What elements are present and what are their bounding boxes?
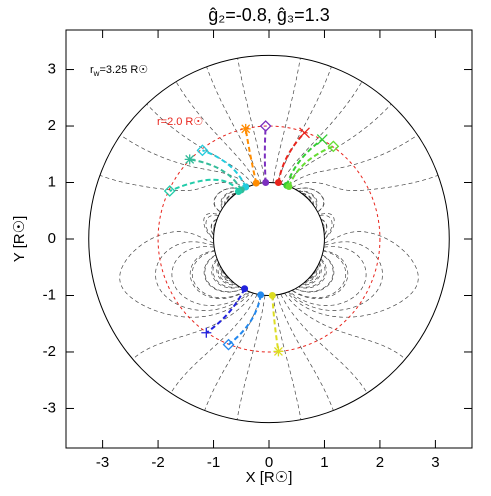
footpoint: [235, 188, 242, 195]
track-end: [185, 154, 195, 164]
reference-label: r=2.0 R☉: [157, 116, 203, 128]
footpoint: [241, 285, 248, 292]
y-tick-label: 0: [48, 230, 56, 247]
track-line: [246, 129, 257, 183]
sun: [214, 183, 325, 296]
chart-title: ĝ₂=-0.8, ĝ₃=1.3: [208, 5, 329, 25]
x-tick-label: 3: [431, 454, 439, 471]
footpoint: [253, 180, 260, 187]
field-line: [285, 104, 391, 184]
x-tick-label: -3: [96, 454, 109, 471]
field-line: [277, 67, 332, 183]
field-line: [171, 294, 257, 393]
y-tick-label: 2: [48, 117, 56, 134]
plot-marks: r=2.0 R☉ rw=3.25 R☉: [89, 55, 450, 422]
footpoint: [285, 183, 292, 190]
track-line: [229, 295, 261, 345]
y-tick-label: -1: [43, 286, 56, 303]
footpoint: [262, 179, 269, 186]
x-tick-label: -2: [151, 454, 164, 471]
track-end: [273, 346, 283, 356]
label-part: =3.25 R☉: [99, 64, 148, 76]
field-line: [281, 294, 367, 393]
x-tick-label: -1: [207, 454, 220, 471]
track-end: [241, 124, 251, 134]
x-axis-label: X [R☉]: [246, 469, 293, 486]
field-line: [281, 82, 362, 184]
y-tick-label: -3: [43, 399, 56, 416]
x-tick-label: 0: [265, 454, 273, 471]
field-line: [273, 296, 301, 420]
footpoint: [275, 179, 282, 186]
source-surface-label: rw=3.25 R☉: [90, 64, 148, 78]
y-tick-label: 1: [48, 173, 56, 190]
track-line: [265, 126, 266, 182]
track-line: [190, 159, 242, 190]
track-line: [170, 180, 239, 192]
footpoint: [269, 292, 276, 299]
field-line: [273, 58, 300, 182]
x-tick-label: 2: [376, 454, 384, 471]
track-line: [272, 295, 278, 351]
x-tick-label: 1: [320, 454, 328, 471]
y-tick-label: -2: [43, 343, 56, 360]
footpoint: [257, 291, 264, 298]
field-line: [121, 135, 250, 186]
y-axis-label: Y [R☉]: [11, 216, 28, 263]
track-end: [317, 135, 327, 145]
field-line: [237, 296, 265, 420]
y-tick-label: 3: [48, 61, 56, 78]
